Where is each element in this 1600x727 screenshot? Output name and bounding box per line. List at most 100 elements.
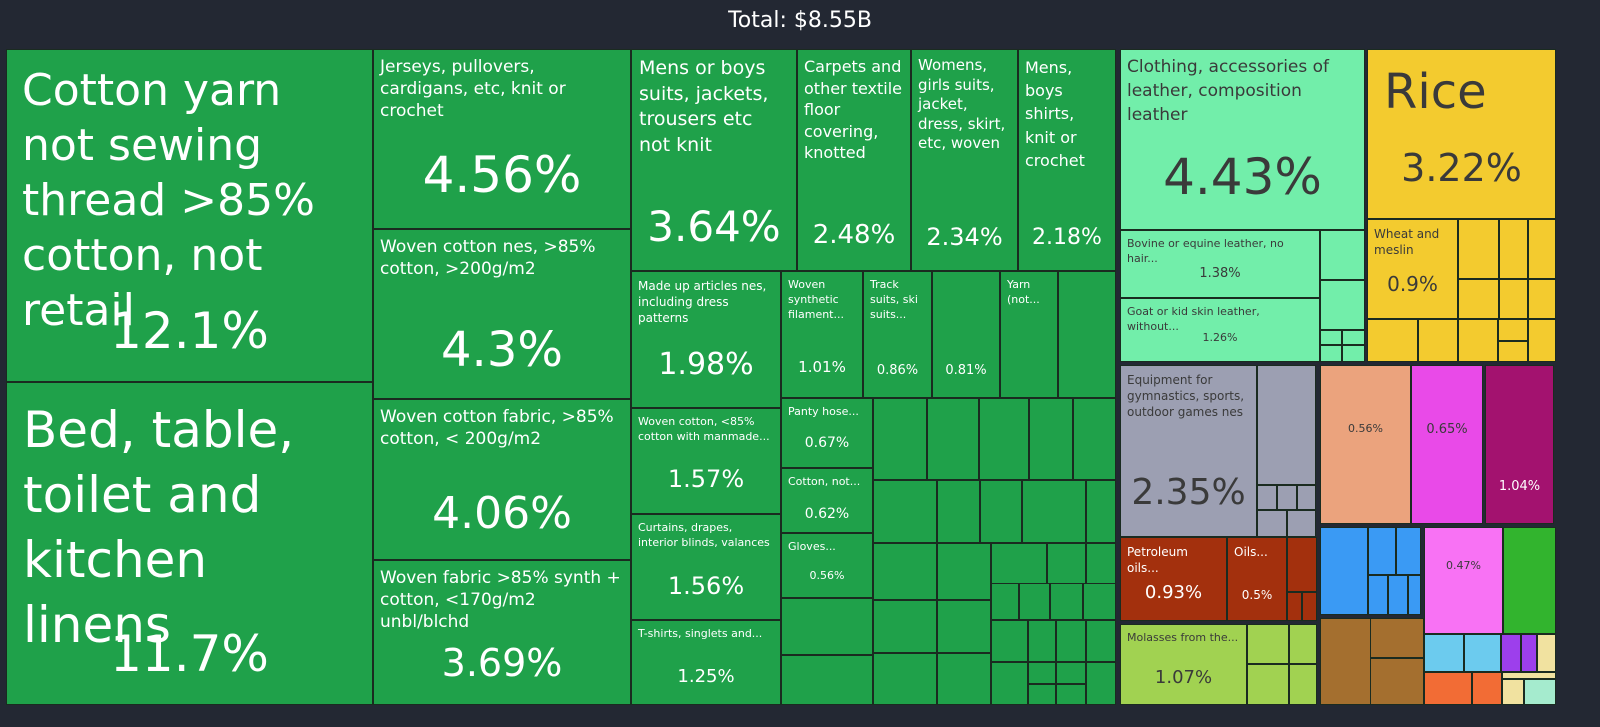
treemap-tile[interactable]: 0.47% bbox=[1424, 527, 1503, 634]
treemap-tile[interactable] bbox=[1408, 575, 1421, 615]
treemap-tile[interactable] bbox=[1247, 624, 1289, 664]
treemap-tile[interactable] bbox=[927, 398, 979, 480]
treemap-tile[interactable] bbox=[1524, 679, 1556, 705]
treemap-tile[interactable] bbox=[1458, 279, 1499, 319]
treemap-tile[interactable]: Cotton yarn not sewing thread >85% cotto… bbox=[6, 49, 373, 382]
treemap-tile[interactable] bbox=[1083, 583, 1116, 620]
treemap-tile[interactable] bbox=[1297, 485, 1316, 510]
treemap-tile[interactable] bbox=[1528, 279, 1556, 319]
treemap-tile[interactable]: Goat or kid skin leather, without... 1.26… bbox=[1120, 298, 1320, 362]
treemap-tile[interactable] bbox=[781, 655, 873, 705]
treemap-tile[interactable]: Wheat and meslin 0.9% bbox=[1367, 219, 1458, 319]
treemap-tile[interactable] bbox=[1028, 662, 1056, 684]
treemap-tile[interactable]: Woven cotton nes, >85% cotton, >200g/m2 4… bbox=[373, 229, 631, 399]
treemap-tile[interactable] bbox=[1464, 634, 1501, 672]
treemap-tile[interactable] bbox=[1342, 330, 1365, 345]
treemap-tile[interactable] bbox=[873, 600, 937, 653]
treemap-tile[interactable] bbox=[1367, 319, 1418, 362]
treemap-tile[interactable] bbox=[1320, 280, 1365, 330]
treemap-tile[interactable] bbox=[1368, 527, 1396, 575]
treemap-tile[interactable]: Track suits, ski suits... 0.86% bbox=[863, 271, 932, 398]
treemap-tile[interactable] bbox=[1472, 672, 1502, 705]
treemap-tile[interactable]: Panty hose... 0.67% bbox=[781, 398, 873, 468]
treemap-tile[interactable] bbox=[1028, 684, 1056, 705]
treemap-tile[interactable] bbox=[873, 653, 937, 705]
treemap-tile[interactable] bbox=[1289, 664, 1317, 705]
treemap-tile[interactable] bbox=[1501, 634, 1521, 672]
treemap-tile[interactable] bbox=[937, 600, 991, 653]
treemap-tile[interactable] bbox=[1277, 485, 1297, 510]
treemap-tile[interactable] bbox=[1056, 620, 1086, 662]
treemap-tile[interactable]: Woven cotton, <85% cotton with manmade..… bbox=[631, 408, 781, 514]
treemap-tile[interactable]: Woven fabric >85% synth + cotton, <170g/… bbox=[373, 560, 631, 705]
treemap-tile[interactable] bbox=[1418, 319, 1458, 362]
treemap-tile[interactable]: Clothing, accessories of leather, compos… bbox=[1120, 49, 1365, 230]
treemap-tile[interactable] bbox=[1287, 510, 1316, 537]
treemap-tile[interactable] bbox=[1086, 662, 1116, 705]
treemap-tile[interactable] bbox=[1458, 219, 1499, 279]
treemap-tile[interactable] bbox=[873, 480, 937, 543]
treemap-tile[interactable]: Equipment for gymnastics, sports, outdoo… bbox=[1120, 365, 1257, 537]
treemap-tile[interactable] bbox=[991, 662, 1028, 705]
treemap-tile[interactable] bbox=[1287, 592, 1302, 621]
treemap-tile[interactable]: Gloves... 0.56% bbox=[781, 533, 873, 598]
treemap-tile[interactable]: Jerseys, pullovers, cardigans, etc, knit… bbox=[373, 49, 631, 229]
treemap-tile[interactable] bbox=[1058, 271, 1116, 398]
treemap-tile[interactable] bbox=[979, 398, 1029, 480]
treemap-tile[interactable]: Bed, table, toilet and kitchen linens 11.… bbox=[6, 382, 373, 705]
treemap-tile[interactable] bbox=[1320, 330, 1342, 345]
treemap-tile[interactable] bbox=[1458, 319, 1498, 362]
treemap-tile[interactable]: Mens, boys shirts, knit or crochet 2.18% bbox=[1018, 49, 1116, 271]
treemap-tile[interactable]: Woven synthetic filament... 1.01% bbox=[781, 271, 863, 398]
treemap-tile[interactable] bbox=[1056, 662, 1086, 684]
treemap-tile[interactable] bbox=[1499, 279, 1528, 319]
treemap-tile[interactable] bbox=[1499, 219, 1528, 279]
treemap-tile[interactable] bbox=[1257, 365, 1316, 485]
treemap-tile[interactable] bbox=[1498, 341, 1528, 362]
treemap-tile[interactable] bbox=[1289, 624, 1317, 664]
treemap-tile[interactable] bbox=[1019, 583, 1050, 620]
treemap-tile[interactable] bbox=[1287, 537, 1317, 592]
treemap-tile[interactable] bbox=[1302, 592, 1317, 621]
treemap-tile[interactable] bbox=[1503, 527, 1556, 634]
treemap-tile[interactable] bbox=[991, 583, 1019, 620]
treemap-tile[interactable] bbox=[1086, 620, 1116, 662]
treemap-tile[interactable] bbox=[1022, 480, 1086, 543]
treemap-tile[interactable]: T-shirts, singlets and... 1.25% bbox=[631, 620, 781, 705]
treemap-tile[interactable] bbox=[1029, 398, 1073, 480]
treemap-tile[interactable] bbox=[1086, 480, 1116, 543]
treemap-tile[interactable] bbox=[1368, 575, 1388, 615]
treemap-tile[interactable] bbox=[1502, 679, 1524, 705]
treemap-tile[interactable] bbox=[1073, 398, 1116, 480]
treemap-tile[interactable] bbox=[937, 480, 980, 543]
treemap-tile[interactable]: Mens or boys suits, jackets, trousers et… bbox=[631, 49, 797, 271]
treemap-tile[interactable] bbox=[1396, 527, 1421, 575]
treemap-tile[interactable] bbox=[1521, 634, 1537, 672]
treemap-tile[interactable]: Petroleum oils... 0.93% bbox=[1120, 537, 1227, 621]
treemap-tile[interactable]: Molasses from the... 1.07% bbox=[1120, 624, 1247, 705]
treemap-tile[interactable] bbox=[1528, 219, 1556, 279]
treemap-tile[interactable] bbox=[1028, 620, 1056, 662]
treemap-tile[interactable]: Cotton, not... 0.62% bbox=[781, 468, 873, 533]
treemap-tile[interactable]: Woven cotton fabric, >85% cotton, < 200g… bbox=[373, 399, 631, 560]
treemap-tile[interactable] bbox=[1320, 230, 1365, 280]
treemap-tile[interactable]: Yarn (not... bbox=[1000, 271, 1058, 398]
treemap-tile[interactable] bbox=[1424, 634, 1464, 672]
treemap-tile[interactable]: 0.65% bbox=[1411, 365, 1483, 524]
treemap-tile[interactable]: Carpets and other textile floor covering… bbox=[797, 49, 911, 271]
treemap-tile[interactable] bbox=[937, 543, 991, 600]
treemap-tile[interactable]: Curtains, drapes, interior blinds, valan… bbox=[631, 514, 781, 620]
treemap-tile[interactable] bbox=[1388, 575, 1408, 615]
treemap-tile[interactable]: Bovine or equine leather, no hair... 1.38… bbox=[1120, 230, 1320, 298]
treemap-tile[interactable] bbox=[1247, 664, 1289, 705]
treemap-tile[interactable] bbox=[991, 620, 1028, 662]
treemap-tile[interactable]: Womens, girls suits, jacket, dress, skir… bbox=[911, 49, 1018, 271]
treemap-tile[interactable] bbox=[1502, 672, 1556, 679]
treemap-tile[interactable] bbox=[1320, 345, 1342, 362]
treemap-tile[interactable]: 1.04% bbox=[1485, 365, 1554, 524]
treemap-tile[interactable] bbox=[1257, 485, 1277, 510]
treemap-tile[interactable] bbox=[873, 398, 927, 480]
treemap-tile[interactable] bbox=[1050, 583, 1083, 620]
treemap-tile[interactable] bbox=[1320, 527, 1368, 615]
treemap-tile[interactable]: Oils... 0.5% bbox=[1227, 537, 1287, 621]
